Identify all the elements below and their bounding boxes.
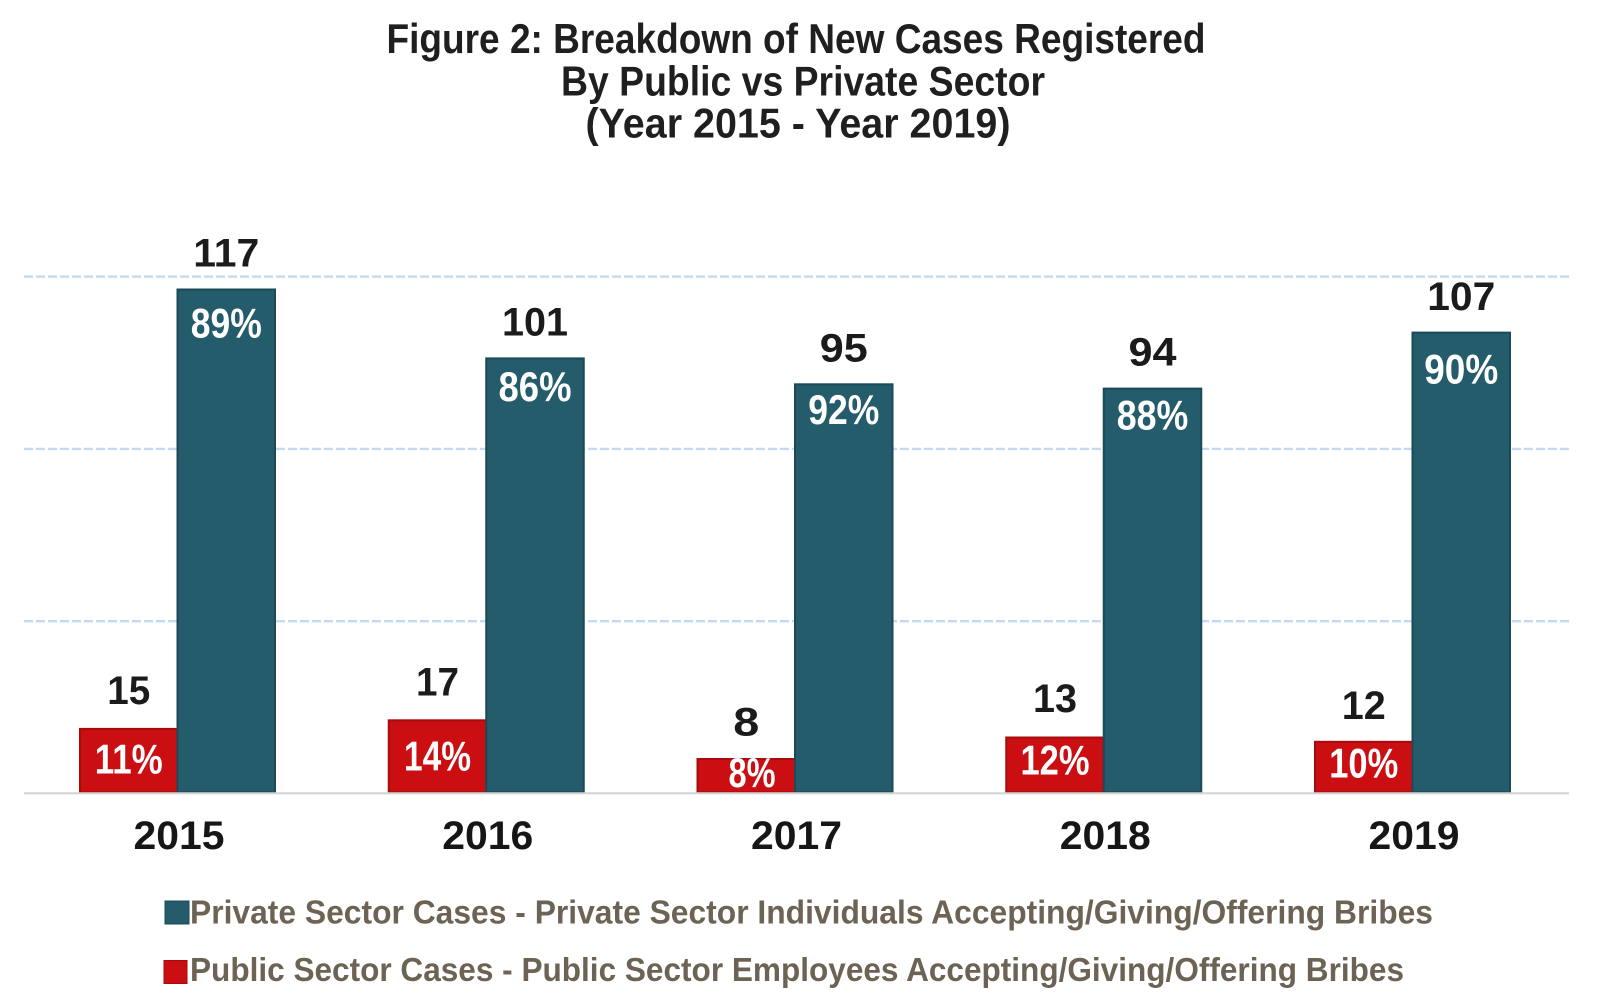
svg-text:2017: 2017 xyxy=(751,814,842,858)
svg-text:12%: 12% xyxy=(1021,737,1090,784)
svg-text:88%: 88% xyxy=(1117,391,1189,438)
svg-text:117: 117 xyxy=(193,232,259,276)
svg-text:2015: 2015 xyxy=(134,814,225,858)
svg-text:15: 15 xyxy=(107,669,150,713)
svg-text:92%: 92% xyxy=(808,386,879,433)
svg-text:107: 107 xyxy=(1427,275,1495,319)
svg-text:17: 17 xyxy=(416,661,459,705)
svg-text:14%: 14% xyxy=(404,733,471,780)
svg-text:8: 8 xyxy=(733,700,759,744)
svg-text:12: 12 xyxy=(1342,684,1386,728)
svg-text:90%: 90% xyxy=(1424,346,1498,393)
svg-text:2019: 2019 xyxy=(1369,814,1460,858)
svg-text:94: 94 xyxy=(1129,331,1178,375)
svg-text:2016: 2016 xyxy=(442,814,533,858)
svg-text:13: 13 xyxy=(1033,677,1077,721)
svg-text:2018: 2018 xyxy=(1060,814,1151,858)
svg-text:Public Sector Cases - Public S: Public Sector Cases - Public Sector Empl… xyxy=(190,952,1404,989)
svg-text:86%: 86% xyxy=(499,363,572,410)
svg-text:(Year 2015 - Year 2019): (Year 2015 - Year 2019) xyxy=(586,100,1011,147)
svg-text:89%: 89% xyxy=(191,299,262,346)
svg-text:101: 101 xyxy=(502,300,568,344)
svg-text:10%: 10% xyxy=(1329,740,1398,787)
svg-text:By Public vs Private Sector: By Public vs Private Sector xyxy=(561,57,1045,104)
svg-text:Figure 2: Breakdown of New Cas: Figure 2: Breakdown of New Cases Registe… xyxy=(387,15,1206,62)
svg-text:8%: 8% xyxy=(729,749,776,796)
svg-text:95: 95 xyxy=(820,326,868,370)
svg-text:Private Sector Cases - Private: Private Sector Cases - Private Sector In… xyxy=(190,895,1433,932)
svg-text:11%: 11% xyxy=(95,736,163,783)
